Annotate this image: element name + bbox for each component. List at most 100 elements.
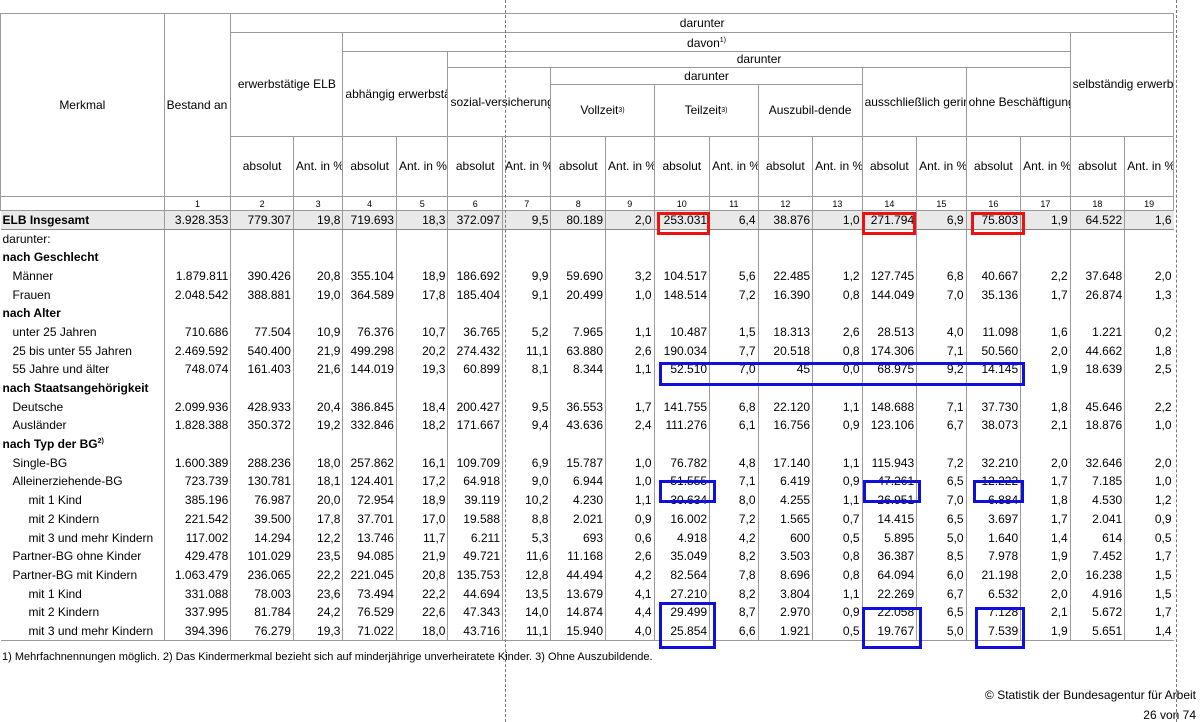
cell-value — [501, 303, 551, 323]
cell-value: 1,5 — [1124, 584, 1174, 603]
cell-value: 7.452 — [1069, 546, 1125, 566]
highlight-partner-kinder-teilzeit — [659, 602, 716, 649]
cell-value: 8,0 — [709, 490, 759, 510]
cell-value: 614 — [1069, 528, 1125, 547]
cell-value: 43.636 — [550, 416, 606, 435]
row-label-text: Männer — [12, 268, 54, 283]
cell-value: 6.419 — [757, 472, 813, 491]
cell-value: 22.485 — [757, 266, 813, 286]
cell-value: 2,6 — [605, 341, 655, 360]
cell-value — [550, 303, 606, 323]
cell-value: 10.487 — [653, 322, 710, 342]
cell-value: 1,7 — [1124, 546, 1174, 566]
cell-value — [1124, 247, 1174, 267]
cell-value — [230, 378, 294, 398]
cell-value: 2.970 — [757, 602, 813, 622]
cell-value — [501, 378, 551, 398]
page-edge-line — [1176, 0, 1177, 722]
row-label-text: mit 3 und mehr Kindern — [28, 623, 154, 638]
cell-value: 76.987 — [230, 490, 294, 510]
cell-value: 1.640 — [965, 528, 1021, 547]
cell-value: 1,8 — [1124, 341, 1174, 360]
cell-value: 44.494 — [550, 565, 606, 585]
cell-value: 0,8 — [812, 285, 863, 304]
cell-value: 1,9 — [1020, 360, 1071, 379]
cell-value: 4.230 — [550, 490, 606, 510]
row-label: mit 1 Kind — [1, 584, 165, 603]
anteil-header: Ant. in % an Sp. 1 — [709, 136, 759, 197]
cell-value: 1,0 — [605, 472, 655, 491]
cell-value: 6,4 — [709, 210, 759, 230]
cell-value: 3.804 — [757, 584, 813, 603]
cell-value: 14.294 — [230, 528, 294, 547]
cell-value — [550, 434, 606, 454]
cell-value: 7,1 — [916, 341, 967, 360]
cell-value: 38.876 — [757, 210, 813, 230]
cell-value: 8,2 — [709, 584, 759, 603]
footnote: 1) Mehrfachnennungen möglich. 2) Das Kin… — [2, 651, 653, 663]
cell-value: 288.236 — [230, 453, 294, 473]
cell-value: 8,1 — [501, 360, 551, 379]
cell-value: 135.753 — [447, 565, 503, 585]
cell-value: 1,3 — [1124, 285, 1174, 304]
absolut-header: absolut — [653, 136, 711, 197]
cell-value: 77.504 — [230, 322, 294, 342]
cell-value: 64.094 — [861, 565, 917, 585]
column-number: 10 — [653, 196, 711, 211]
cell-value: 71.022 — [342, 621, 397, 641]
column-number: 12 — [757, 196, 814, 211]
cell-value: 0,2 — [1124, 322, 1174, 342]
cell-value: 1,8 — [1020, 397, 1071, 417]
column-number: 5 — [395, 196, 449, 211]
table-row: mit 2 Kindern 337.995 81.784 24,2 76.529 22,6… — [1, 602, 1174, 622]
row-label: mit 3 und mehr Kindern — [1, 528, 165, 547]
cell-value: 1.221 — [1069, 322, 1125, 342]
row-label-text: Partner-BG mit Kindern — [12, 567, 138, 582]
cell-value: 29.499 — [653, 602, 710, 622]
cell-value — [163, 247, 231, 267]
highlight-alleinerziehende-ohne-meldung — [973, 480, 1024, 503]
teilzeit-sup: 3) — [721, 107, 728, 114]
table-row: nach Alter — [1, 303, 1174, 323]
cell-value: 73.494 — [342, 584, 397, 603]
cell-value: 1,0 — [1124, 416, 1174, 435]
cell-value — [163, 378, 231, 398]
cell-value: 2,6 — [812, 322, 863, 342]
cell-value: 9,0 — [501, 472, 551, 491]
absolut-header: absolut — [550, 136, 607, 197]
column-number: 7 — [501, 196, 552, 211]
cell-value: 19,2 — [292, 416, 343, 435]
cell-value: 499.298 — [342, 341, 397, 360]
row-label-text: ELB Insgesamt — [2, 212, 90, 227]
cell-value: 385.196 — [163, 490, 231, 510]
cell-value: 104.517 — [653, 266, 710, 286]
column-number: 3 — [292, 196, 344, 211]
cell-value: 4.530 — [1069, 490, 1125, 510]
row-label-text: Single-BG — [12, 455, 68, 470]
cell-value: 13.746 — [342, 528, 397, 547]
row-label-text: mit 1 Kind — [28, 493, 82, 508]
cell-value: 10,2 — [501, 490, 551, 510]
cell-value: 44.662 — [1069, 341, 1125, 360]
highlight-55-jahre — [659, 362, 1025, 386]
cell-value — [605, 247, 655, 267]
cell-value: 390.426 — [230, 266, 294, 286]
cell-value: 25.854 — [653, 621, 710, 641]
cell-value: 186.692 — [447, 266, 503, 286]
cell-value — [757, 434, 813, 454]
cell-value — [292, 378, 343, 398]
cell-value: 76.279 — [230, 621, 294, 641]
highlight-partner-kinder-ohne-meldung — [975, 607, 1025, 649]
cell-value: 7,0 — [916, 285, 967, 304]
cell-value: 22,2 — [292, 565, 343, 585]
cell-value: 8.696 — [757, 565, 813, 585]
cell-value: 17,0 — [395, 509, 448, 529]
cell-value — [342, 247, 397, 267]
cell-value: 19,8 — [292, 210, 343, 230]
highlight-partner-kinder-geringfuegig — [862, 607, 922, 649]
cell-value: 540.400 — [230, 341, 294, 360]
cell-value: 1,9 — [1020, 621, 1071, 641]
darunter-inner-header: darunter Vollzeit 3) Teilzeit 3) Auszubil-… — [550, 67, 863, 137]
cell-value: 0,7 — [812, 509, 863, 529]
cell-value: 1,9 — [1020, 210, 1071, 230]
